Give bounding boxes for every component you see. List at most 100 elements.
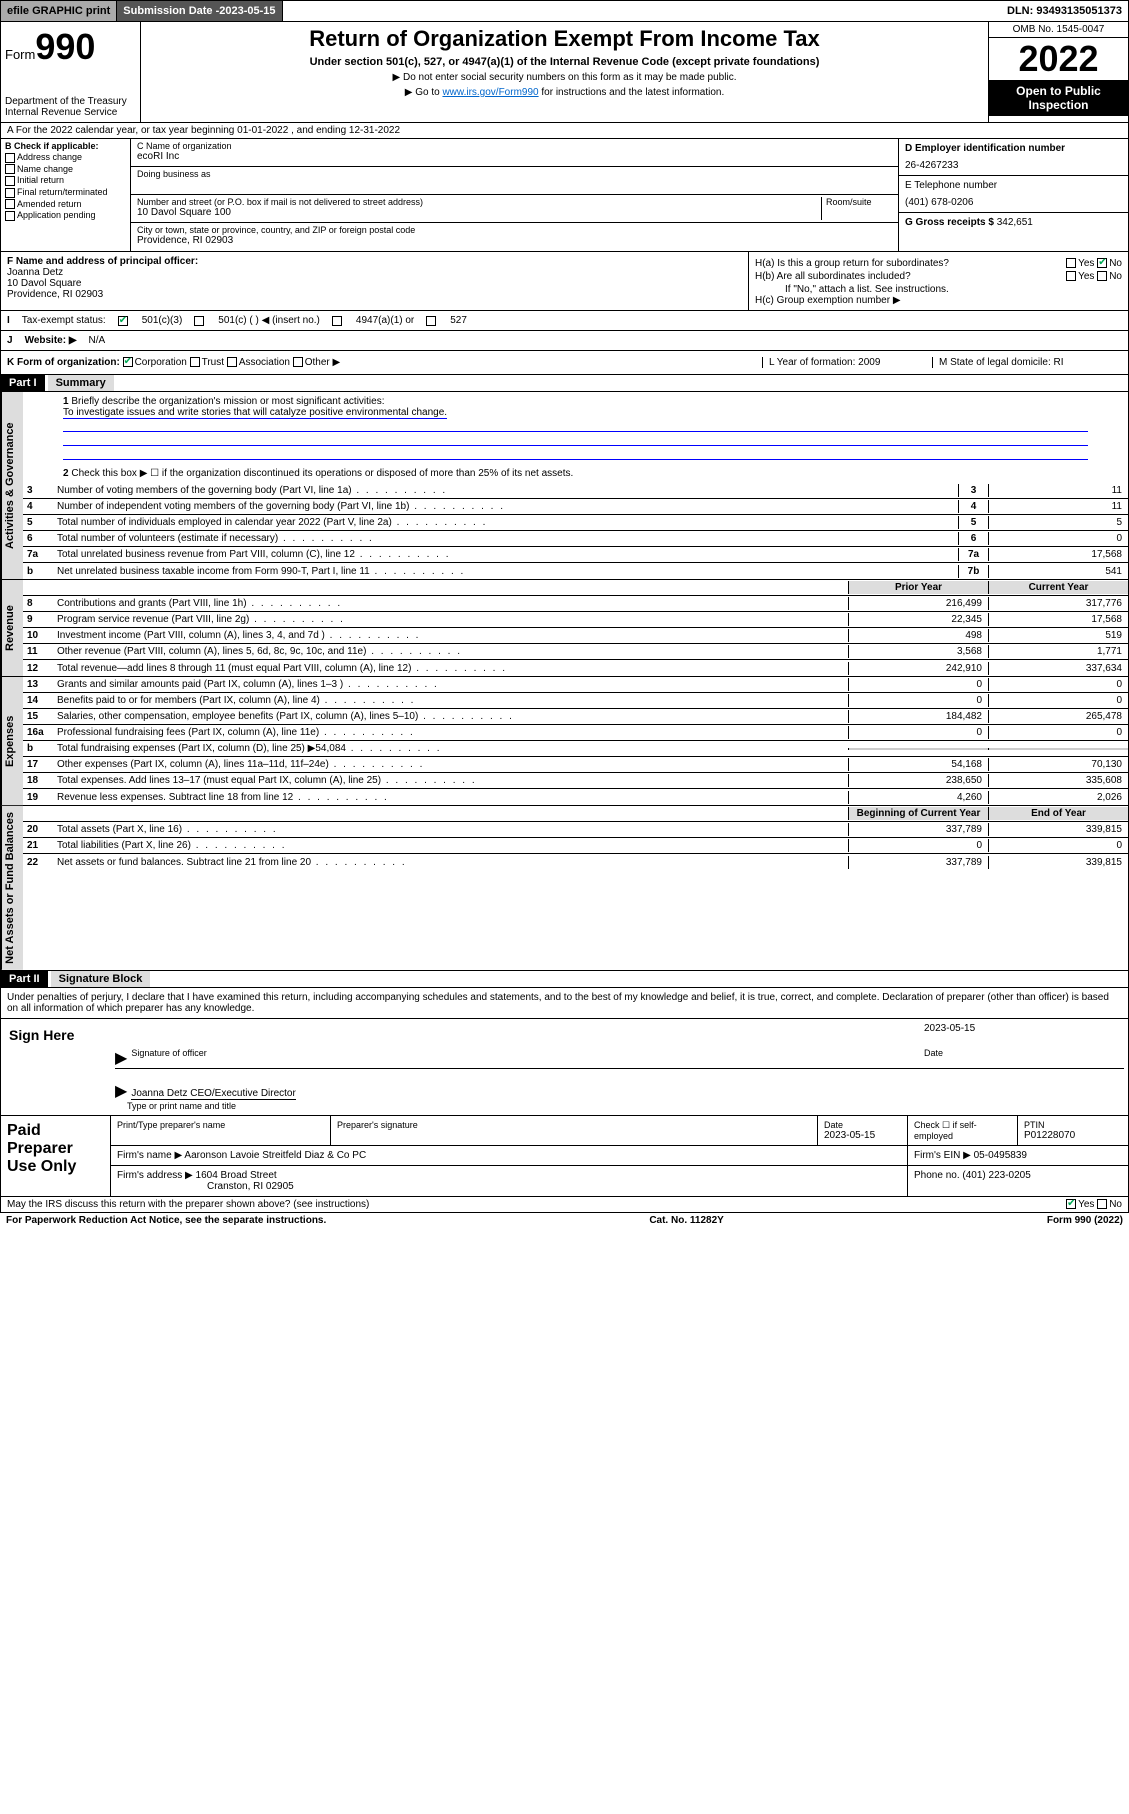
firm-addr-label: Firm's address ▶ — [117, 1170, 193, 1181]
colb-checkbox-item[interactable]: Amended return — [5, 199, 126, 210]
sign-here-label: Sign Here — [1, 1019, 91, 1115]
org-name-label: C Name of organization — [137, 141, 892, 151]
officer-label: F Name and address of principal officer: — [7, 256, 742, 267]
tax-year: 2022 — [989, 38, 1128, 80]
hb-label: H(b) Are all subordinates included? — [755, 271, 911, 282]
table-row: 14Benefits paid to or for members (Part … — [23, 693, 1128, 709]
hb-note: If "No," attach a list. See instructions… — [755, 284, 1122, 295]
hb-no-checkbox[interactable] — [1097, 271, 1107, 281]
colb-checkbox-item[interactable]: Address change — [5, 152, 126, 163]
colb-checkbox-item[interactable]: Application pending — [5, 210, 126, 221]
501c-checkbox[interactable] — [194, 316, 204, 326]
ha-yes-checkbox[interactable] — [1066, 258, 1076, 268]
sig-name-label: Type or print name and title — [127, 1101, 1124, 1111]
section-b-c-d: B Check if applicable: Address changeNam… — [0, 139, 1129, 252]
ein-value: 26-4267233 — [905, 160, 1122, 171]
discuss-text: May the IRS discuss this return with the… — [7, 1199, 369, 1210]
room-label: Room/suite — [822, 197, 892, 220]
top-bar: efile GRAPHIC print Submission Date - 20… — [0, 0, 1129, 22]
city-label: City or town, state or province, country… — [137, 225, 892, 235]
table-row: 19Revenue less expenses. Subtract line 1… — [23, 789, 1128, 805]
form-note-2: ▶ Go to www.irs.gov/Form990 for instruct… — [149, 87, 980, 98]
prep-selfemp: Check ☐ if self-employed — [908, 1116, 1018, 1145]
table-row: 20Total assets (Part X, line 16)337,7893… — [23, 822, 1128, 838]
column-d-e-g: D Employer identification number 26-4267… — [898, 139, 1128, 251]
footer-right: Form 990 (2022) — [1047, 1215, 1123, 1226]
table-row: 7aTotal unrelated business revenue from … — [23, 547, 1128, 563]
current-year-header: Current Year — [988, 581, 1128, 594]
line2-text: Check this box ▶ ☐ if the organization d… — [71, 468, 573, 479]
ptin-label: PTIN — [1024, 1120, 1122, 1130]
expenses-section: Expenses 13Grants and similar amounts pa… — [0, 677, 1129, 806]
colb-checkbox-item[interactable]: Name change — [5, 164, 126, 175]
org-name: ecoRI Inc — [137, 151, 892, 162]
part1-title: Summary — [48, 375, 114, 391]
firm-addr2: Cranston, RI 02905 — [207, 1181, 294, 1192]
discuss-yes-checkbox[interactable] — [1066, 1199, 1076, 1209]
form-note-1: ▶ Do not enter social security numbers o… — [149, 72, 980, 83]
527-checkbox[interactable] — [426, 316, 436, 326]
table-row: 15Salaries, other compensation, employee… — [23, 709, 1128, 725]
state-domicile: M State of legal domicile: RI — [932, 357, 1122, 368]
row-a-tax-year: A For the 2022 calendar year, or tax yea… — [0, 123, 1129, 139]
form-label: Form — [5, 47, 35, 62]
table-row: 8Contributions and grants (Part VIII, li… — [23, 596, 1128, 612]
officer-addr1: 10 Davol Square — [7, 278, 742, 289]
irs-link[interactable]: www.irs.gov/Form990 — [442, 87, 538, 98]
firm-ein-label: Firm's EIN ▶ — [914, 1150, 971, 1161]
form-title: Return of Organization Exempt From Incom… — [149, 26, 980, 52]
table-row: 13Grants and similar amounts paid (Part … — [23, 677, 1128, 693]
other-checkbox[interactable] — [293, 357, 303, 367]
column-b-checkboxes: B Check if applicable: Address changeNam… — [1, 139, 131, 251]
submission-date: Submission Date - 2023-05-15 — [117, 1, 282, 21]
row-k-form-org: K Form of organization: Corporation Trus… — [0, 351, 1129, 375]
table-row: bNet unrelated business taxable income f… — [23, 563, 1128, 579]
tel-label: E Telephone number — [905, 180, 1122, 191]
netassets-vert-label: Net Assets or Fund Balances — [1, 806, 23, 970]
addr-label: Number and street (or P.O. box if mail i… — [137, 197, 817, 207]
assoc-checkbox[interactable] — [227, 357, 237, 367]
part2-header: Part II — [1, 971, 48, 987]
table-row: 4Number of independent voting members of… — [23, 499, 1128, 515]
begin-year-header: Beginning of Current Year — [848, 807, 988, 820]
prep-date: 2023-05-15 — [824, 1130, 901, 1141]
end-year-header: End of Year — [988, 807, 1128, 820]
website-label: Website: ▶ — [25, 335, 77, 346]
gross-value: 342,651 — [997, 217, 1033, 228]
efile-button[interactable]: efile GRAPHIC print — [1, 1, 117, 21]
firm-ein: 05-0495839 — [974, 1150, 1027, 1161]
org-city: Providence, RI 02903 — [137, 235, 892, 246]
colb-checkbox-item[interactable]: Final return/terminated — [5, 187, 126, 198]
ein-label: D Employer identification number — [905, 143, 1122, 154]
omb-number: OMB No. 1545-0047 — [989, 22, 1128, 38]
governance-section: Activities & Governance 1 Briefly descri… — [0, 392, 1129, 580]
prep-date-label: Date — [824, 1120, 901, 1130]
dba-label: Doing business as — [137, 169, 892, 179]
corp-checkbox[interactable] — [123, 357, 133, 367]
dept-treasury: Department of the Treasury — [5, 96, 136, 107]
officer-addr2: Providence, RI 02903 — [7, 289, 742, 300]
open-public-badge: Open to Public Inspection — [989, 80, 1128, 116]
perjury-declaration: Under penalties of perjury, I declare th… — [1, 988, 1128, 1018]
501c3-checkbox[interactable] — [118, 316, 128, 326]
table-row: 22Net assets or fund balances. Subtract … — [23, 854, 1128, 870]
footer-left: For Paperwork Reduction Act Notice, see … — [6, 1215, 326, 1226]
sig-name: Joanna Detz CEO/Executive Director — [131, 1088, 296, 1100]
firm-phone-label: Phone no. — [914, 1170, 960, 1181]
tax-status-label: Tax-exempt status: — [22, 315, 106, 326]
tel-value: (401) 678-0206 — [905, 197, 1122, 208]
revenue-vert-label: Revenue — [1, 580, 23, 676]
discuss-no-checkbox[interactable] — [1097, 1199, 1107, 1209]
4947-checkbox[interactable] — [332, 316, 342, 326]
netassets-section: Net Assets or Fund Balances Beginning of… — [0, 806, 1129, 971]
table-row: 10Investment income (Part VIII, column (… — [23, 628, 1128, 644]
section-f-h: F Name and address of principal officer:… — [0, 252, 1129, 311]
ha-no-checkbox[interactable] — [1097, 258, 1107, 268]
colb-checkbox-item[interactable]: Initial return — [5, 175, 126, 186]
table-row: 16aProfessional fundraising fees (Part I… — [23, 725, 1128, 741]
firm-addr1: 1604 Broad Street — [196, 1170, 277, 1181]
officer-name: Joanna Detz — [7, 267, 742, 278]
ptin-value: P01228070 — [1024, 1130, 1122, 1141]
trust-checkbox[interactable] — [190, 357, 200, 367]
hb-yes-checkbox[interactable] — [1066, 271, 1076, 281]
